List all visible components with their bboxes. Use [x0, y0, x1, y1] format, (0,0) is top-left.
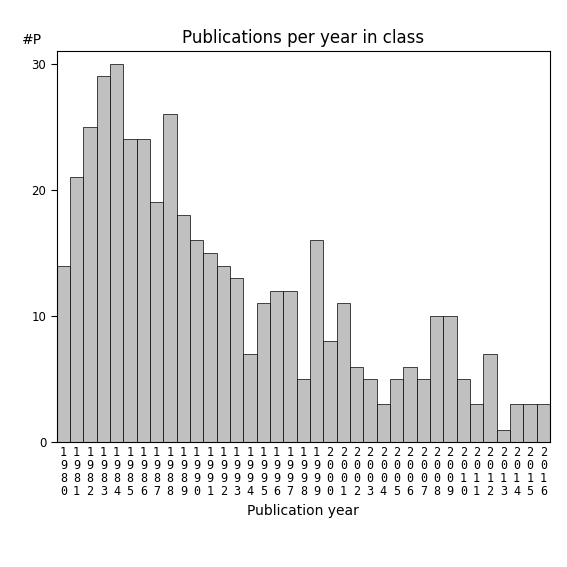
Bar — [443, 316, 456, 442]
Bar — [257, 303, 270, 442]
Bar — [523, 404, 536, 442]
Bar — [497, 430, 510, 442]
Bar — [204, 253, 217, 442]
Bar — [270, 291, 284, 442]
Bar — [70, 177, 83, 442]
Bar — [310, 240, 323, 442]
Bar — [284, 291, 297, 442]
Bar — [376, 404, 390, 442]
Bar — [124, 139, 137, 442]
Bar — [363, 379, 376, 442]
Title: Publications per year in class: Publications per year in class — [182, 29, 425, 46]
Text: #P: #P — [22, 33, 43, 47]
Bar — [190, 240, 204, 442]
Bar — [217, 265, 230, 442]
Bar — [510, 404, 523, 442]
Bar — [177, 215, 190, 442]
Bar — [57, 265, 70, 442]
Bar — [150, 202, 163, 442]
Bar — [297, 379, 310, 442]
Bar — [470, 404, 483, 442]
Bar — [403, 366, 417, 442]
Bar — [456, 379, 470, 442]
Bar — [430, 316, 443, 442]
Bar — [483, 354, 497, 442]
Bar — [337, 303, 350, 442]
Bar — [323, 341, 337, 442]
Bar — [243, 354, 257, 442]
Bar — [230, 278, 243, 442]
Bar — [536, 404, 550, 442]
Bar — [110, 64, 124, 442]
Bar — [97, 77, 110, 442]
Bar — [350, 366, 363, 442]
Bar — [137, 139, 150, 442]
Bar — [417, 379, 430, 442]
Bar — [83, 127, 97, 442]
Bar — [163, 114, 177, 442]
Bar — [390, 379, 403, 442]
X-axis label: Publication year: Publication year — [247, 504, 359, 518]
